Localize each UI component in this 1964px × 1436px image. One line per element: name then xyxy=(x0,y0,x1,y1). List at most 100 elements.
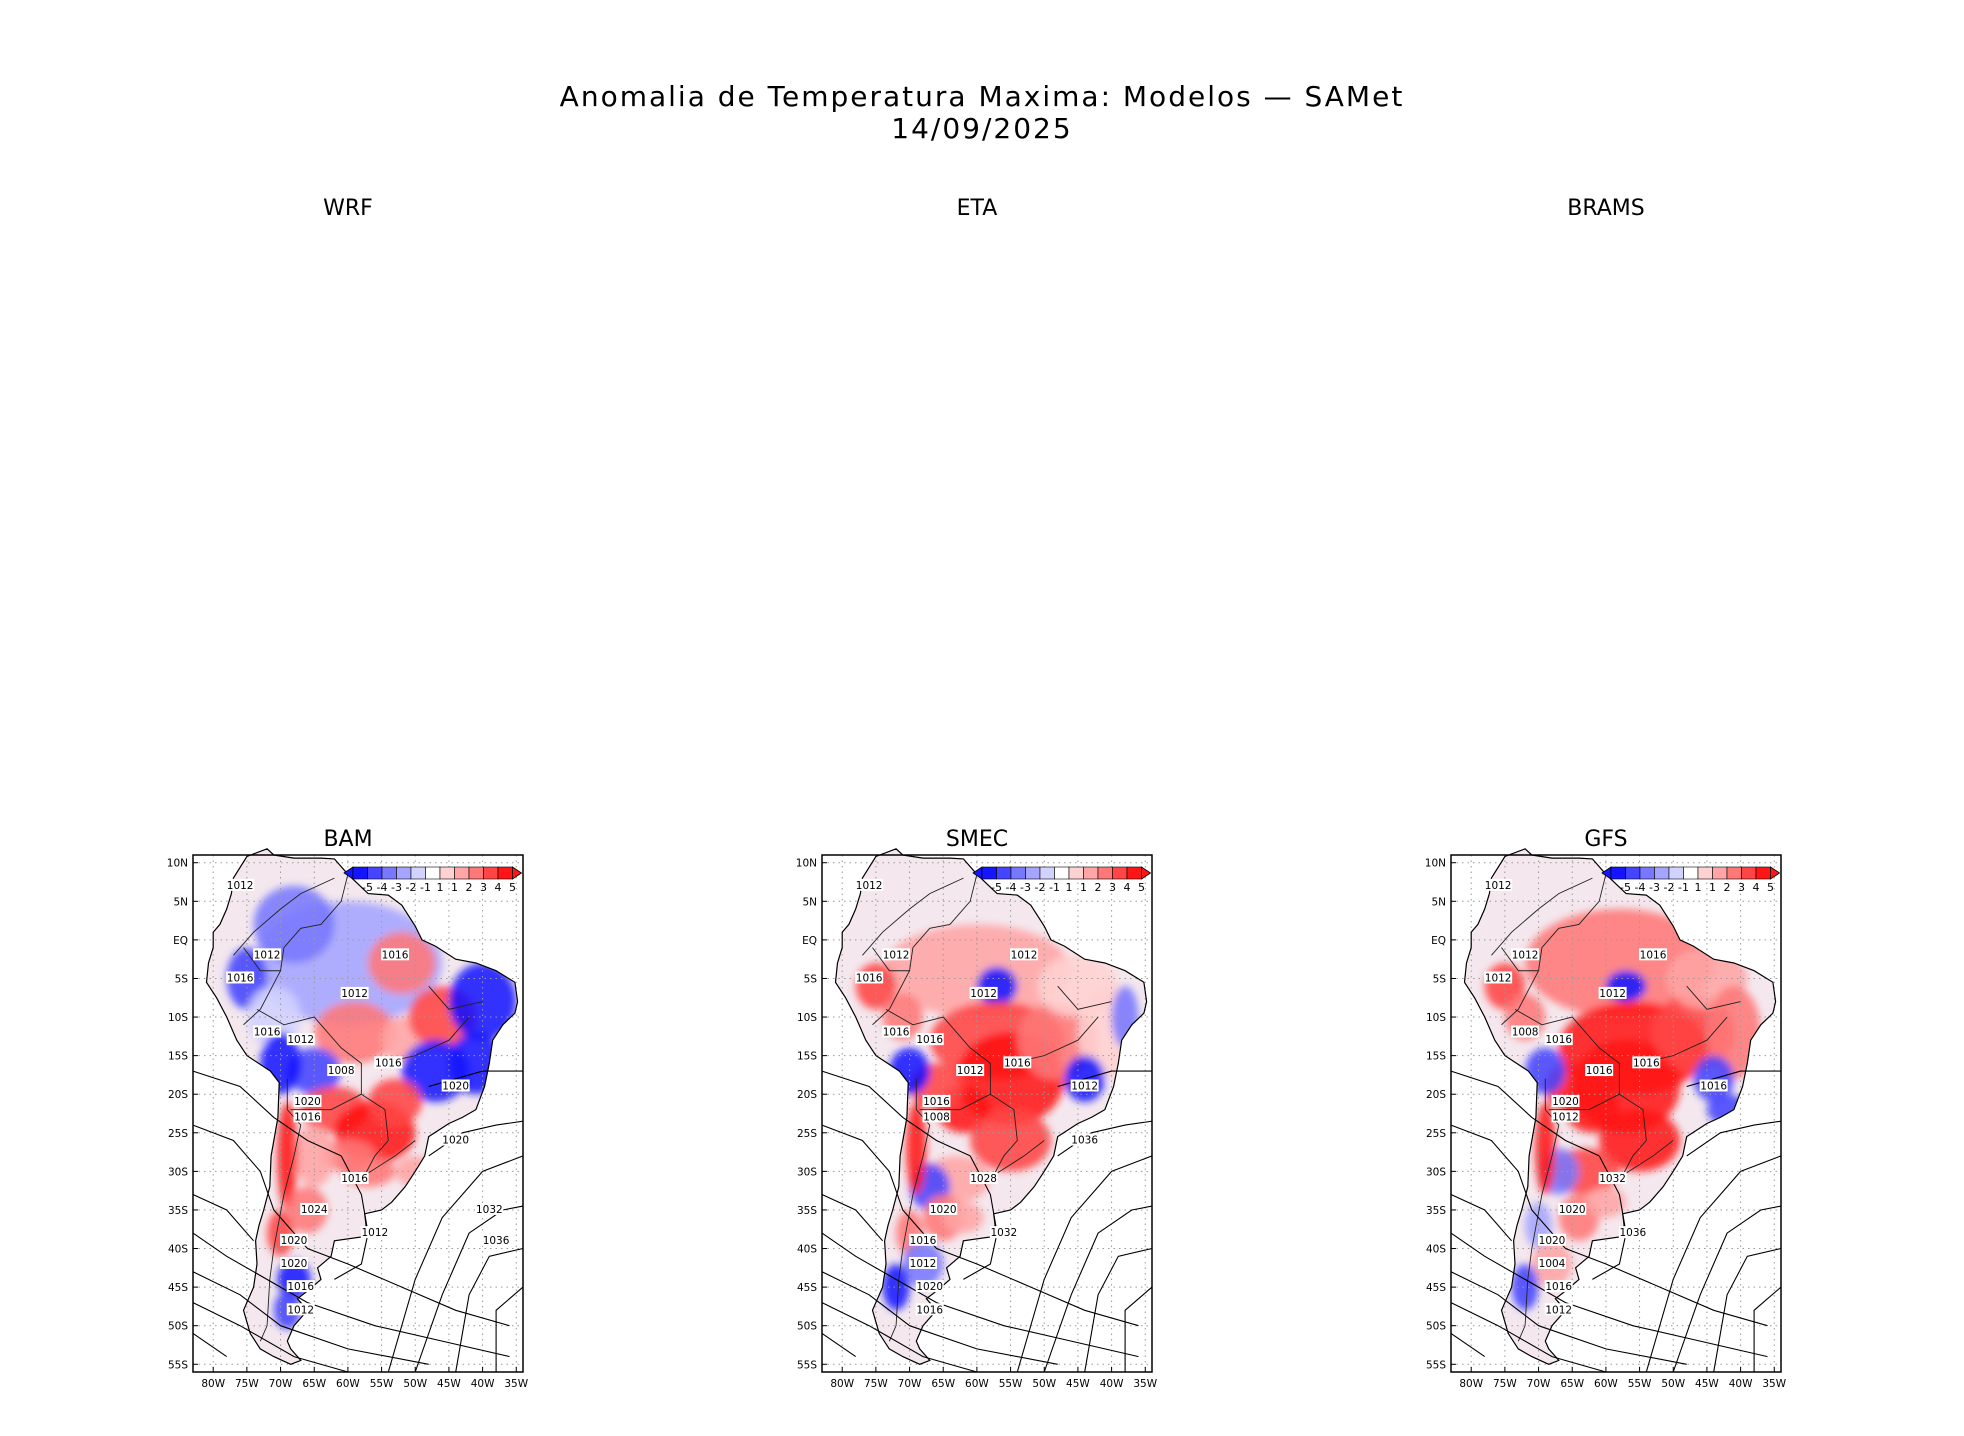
colorbar-label: -3 xyxy=(1020,881,1031,894)
isobar-label-bg xyxy=(1598,986,1627,999)
isobar-line xyxy=(1450,1332,1486,1358)
colorbar-swatch xyxy=(396,866,412,880)
lat-tick-label: 5N xyxy=(173,896,188,908)
isobar-label-bg xyxy=(1639,948,1668,961)
isobar-line xyxy=(1084,1247,1153,1373)
lat-tick-label: 50S xyxy=(168,1321,188,1333)
anomaly-patch xyxy=(368,1078,422,1126)
lat-tick-label: 25S xyxy=(1426,1128,1446,1140)
isobar-label-bg xyxy=(922,1110,951,1123)
panel-label-bam: BAM xyxy=(323,827,373,852)
lat-tick-label: 35S xyxy=(168,1205,188,1217)
colorbar-label: -4 xyxy=(377,881,388,894)
anomaly-patch xyxy=(277,1101,298,1210)
lat-tick-label: 10S xyxy=(797,1012,817,1024)
axis-ticks: 10N 5N EQ 5S 10S 15S 20S 25S 30S 35S 40S 45S 50S 55S 8… xyxy=(796,858,1158,1390)
isobar-label-bg xyxy=(1511,948,1540,961)
isobar-label: 1036 xyxy=(1071,1135,1098,1147)
isobar-label: 1032 xyxy=(990,1227,1017,1239)
colorbar-label: -2 xyxy=(1035,881,1046,894)
isobar-line xyxy=(1450,1070,1600,1157)
isobar-label: 1016 xyxy=(923,1096,950,1108)
isobar-line xyxy=(1713,1247,1782,1373)
isobar-label-bg xyxy=(855,878,884,891)
lon-tick-label: 80W xyxy=(201,1378,225,1390)
lon-tick-label: 50W xyxy=(403,1378,427,1390)
map-panel-gfs: 1012 1012 1012 1016 1012 1008 1016 1016 1020 1012… xyxy=(1425,848,1787,1390)
isobar-line xyxy=(192,1302,349,1373)
lon-tick-label: 45W xyxy=(437,1378,461,1390)
isobar-label: 1012 xyxy=(1485,972,1512,984)
lat-tick-label: 55S xyxy=(1426,1359,1446,1371)
isobar-label-bg xyxy=(327,1064,356,1077)
lat-tick-label: 10N xyxy=(1425,858,1446,870)
isobar-label-bg xyxy=(1551,1094,1580,1107)
lat-tick-label: 45S xyxy=(168,1282,188,1294)
isobar-label-bg xyxy=(1598,1172,1627,1185)
colorbar-swatch xyxy=(1068,866,1084,880)
lat-tick-label: 45S xyxy=(797,1282,817,1294)
isobar-label: 1036 xyxy=(483,1235,510,1247)
lat-tick-label: 10S xyxy=(168,1012,188,1024)
isobar-line xyxy=(1686,1120,1782,1157)
coastline xyxy=(834,848,1148,1365)
lon-tick-label: 70W xyxy=(898,1378,922,1390)
isobar-label-bg xyxy=(909,1233,938,1246)
colorbar-swatch xyxy=(381,866,397,880)
isobar-label: 1016 xyxy=(916,1304,943,1316)
lon-tick-label: 35W xyxy=(504,1378,528,1390)
isobar-label: 1012 xyxy=(1599,988,1626,1000)
isobar-label-bg xyxy=(340,1172,369,1185)
colorbar-swatch xyxy=(367,866,383,880)
colorbar-label: 4 xyxy=(1124,881,1131,894)
colorbar-label: -4 xyxy=(1006,881,1017,894)
isobar-label: 1012 xyxy=(1512,949,1539,961)
lat-tick-label: 30S xyxy=(1426,1166,1446,1178)
colorbar-swatch xyxy=(1126,866,1142,880)
isobar-label: 1016 xyxy=(1640,949,1667,961)
isobar-line xyxy=(1016,1155,1153,1373)
axis-ticks: 10N 5N EQ 5S 10S 15S 20S 25S 30S 35S 40S 45S 50S 55S 8… xyxy=(167,858,529,1390)
isobar-label: 1012 xyxy=(1011,949,1038,961)
isobar-line xyxy=(1672,1205,1782,1373)
lat-tick-label: 15S xyxy=(797,1051,817,1063)
lon-tick-label: 35W xyxy=(1133,1378,1157,1390)
lat-tick-label: EQ xyxy=(802,935,817,947)
isobar-label: 1020 xyxy=(1552,1096,1579,1108)
colorbar-swatch xyxy=(1112,866,1128,880)
isobar-line xyxy=(1753,1286,1782,1372)
isobar-line xyxy=(192,1271,429,1365)
colorbar-swatch xyxy=(1726,866,1742,880)
isobar-label: 1020 xyxy=(1539,1235,1566,1247)
isobar-label: 1012 xyxy=(227,880,254,892)
lon-tick-label: 60W xyxy=(1594,1378,1618,1390)
isobar-label-bg xyxy=(1010,948,1039,961)
isobar-label: 1012 xyxy=(1552,1111,1579,1123)
isobar-label: 1012 xyxy=(883,949,910,961)
chart-date: 14/09/2025 xyxy=(891,112,1073,145)
isobar-labels: 1012101210121016101610161012100810201016… xyxy=(226,878,511,1316)
isobar-label-bg xyxy=(226,878,255,891)
panel-label-eta: ETA xyxy=(956,196,998,221)
isobar-label-bg xyxy=(915,1033,944,1046)
colorbar-swatch xyxy=(1025,866,1041,880)
isobar-label-bg xyxy=(1699,1079,1728,1092)
isobar-label-bg xyxy=(922,1094,951,1107)
isobar-label: 1012 xyxy=(287,1034,314,1046)
colorbar-swatch xyxy=(1697,866,1713,880)
lat-tick-label: 5N xyxy=(802,896,817,908)
colorbar-swatch xyxy=(454,866,470,880)
lat-tick-label: 35S xyxy=(797,1205,817,1217)
lat-tick-label: 10S xyxy=(1426,1012,1446,1024)
isobar-label-bg xyxy=(1544,1033,1573,1046)
isobar-label: 1020 xyxy=(281,1235,308,1247)
colorbar-swatch xyxy=(1039,866,1055,880)
country-borders xyxy=(233,874,483,1342)
colorbar-label: -2 xyxy=(406,881,417,894)
isobar-label-bg xyxy=(374,1056,403,1069)
colorbar-swatch xyxy=(1741,866,1757,880)
isobar-line xyxy=(1124,1286,1153,1372)
lat-tick-label: 30S xyxy=(168,1166,188,1178)
colorbar-label: -5 xyxy=(1620,881,1631,894)
isobar-label-bg xyxy=(1484,878,1513,891)
